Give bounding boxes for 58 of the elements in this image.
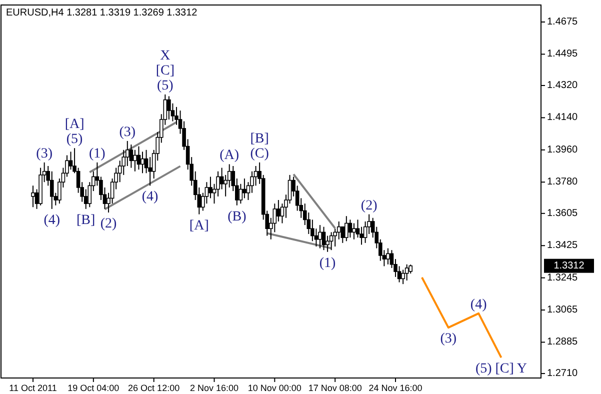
y-tick-label: 1.3960	[547, 144, 578, 156]
x-tick-label: 24 Nov 16:00	[368, 383, 422, 393]
candlestick	[318, 224, 322, 249]
text: [B] (C)	[250, 131, 269, 162]
x-tick-label: 2 Nov 16:00	[190, 383, 239, 393]
candlestick	[348, 219, 352, 238]
text: (A)	[220, 148, 240, 164]
text: (4)	[142, 190, 158, 205]
candlestick	[276, 200, 280, 222]
text: (4)	[470, 297, 487, 312]
x-tick-label: 11 Oct 2011	[9, 383, 57, 393]
candlestick	[322, 226, 326, 251]
y-tick-label: 1.4320	[547, 80, 578, 92]
text: (3)	[119, 124, 136, 140]
text: (2)	[360, 198, 378, 214]
candlestick	[326, 235, 330, 252]
text: (1)	[319, 256, 336, 271]
text: [B]	[76, 212, 96, 228]
text: (3)	[440, 332, 457, 347]
candlestick	[140, 151, 144, 174]
candlestick	[352, 222, 356, 240]
text: (4)	[44, 212, 60, 228]
y-tick-label: 1.2885	[547, 336, 578, 348]
y-tick-label: 1.3065	[547, 304, 578, 316]
candlestick	[386, 248, 390, 265]
text: (5) [C] Y	[475, 362, 528, 377]
text: (2)	[100, 216, 117, 232]
line-series	[420, 276, 502, 359]
y-tick-label: 1.4140	[547, 112, 578, 124]
candlestick	[133, 149, 137, 172]
candlestick	[68, 151, 73, 170]
candlestick	[31, 185, 35, 208]
candlestick	[136, 146, 141, 170]
y-tick-label: 1.3780	[547, 176, 578, 188]
y-tick-label: 1.3425	[547, 240, 578, 252]
candlestick	[329, 232, 334, 251]
x-tick-label: 26 Oct 12:00	[128, 383, 180, 393]
y-tick-label: 1.4495	[547, 48, 578, 60]
text: [A]	[189, 218, 209, 234]
text: (B)	[228, 209, 246, 224]
text: X [C] (5)	[156, 48, 174, 94]
candlestick	[344, 216, 348, 242]
candlestick	[129, 144, 134, 168]
text: 1.3312	[554, 260, 585, 272]
text: [A] (5)	[64, 117, 84, 148]
y-tick-label: 1.2710	[547, 368, 578, 380]
candlestick	[242, 178, 246, 199]
x-tick-label: 17 Nov 08:00	[308, 383, 362, 393]
candlestick	[404, 264, 409, 281]
chart-title: EURUSD,H4 1.3281 1.3319 1.3269 1.3312	[6, 8, 198, 18]
y-tick-label: 1.3605	[547, 208, 578, 219]
y-tick-label: 1.3245	[547, 272, 578, 284]
x-tick-label: 10 Nov 00:00	[248, 383, 302, 393]
candlestick	[167, 96, 171, 120]
x-tick-label: 19 Oct 04:00	[68, 383, 120, 393]
y-tick-label: 1.4675	[547, 16, 578, 28]
text: (1)	[89, 146, 106, 162]
text: (3)	[36, 146, 52, 162]
